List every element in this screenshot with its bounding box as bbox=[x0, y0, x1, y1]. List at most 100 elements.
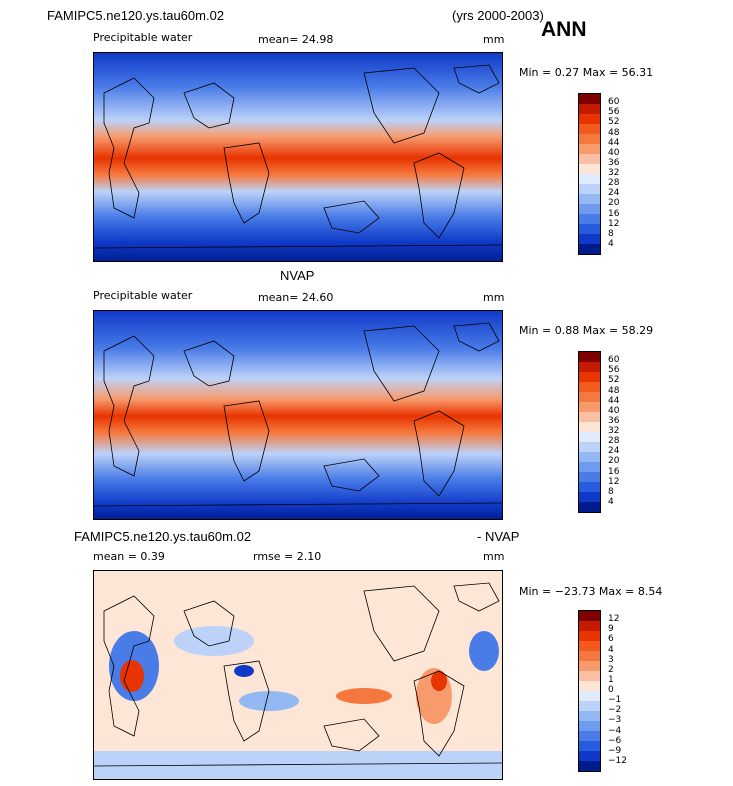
colorbar-tick-label: 32 bbox=[608, 426, 620, 436]
colorbar-tick-label: 36 bbox=[608, 415, 620, 426]
colorbar-swatch bbox=[579, 124, 600, 135]
colorbar-swatch bbox=[579, 731, 600, 742]
colorbar-swatch bbox=[579, 492, 600, 503]
panel2-minmax: Min = 0.88 Max = 58.29 bbox=[519, 324, 654, 337]
colorbar-swatch bbox=[579, 234, 600, 245]
panel2-field-plot bbox=[94, 311, 502, 519]
colorbar-swatch bbox=[579, 462, 600, 473]
colorbar-swatch bbox=[579, 661, 600, 672]
colorbar-swatch bbox=[579, 184, 600, 195]
colorbar-swatch bbox=[579, 244, 600, 254]
colorbar-tick-label: 60 bbox=[608, 355, 620, 366]
colorbar-tick-label: 12 bbox=[608, 614, 620, 625]
panel1-colorbar bbox=[578, 93, 601, 255]
colorbar-swatch bbox=[579, 711, 600, 722]
colorbar-tick-label: 16 bbox=[608, 466, 620, 477]
colorbar-swatch bbox=[579, 204, 600, 215]
colorbar-tick-label: 40 bbox=[608, 405, 620, 416]
colorbar-tick-label: 28 bbox=[608, 178, 620, 189]
colorbar-tick-label: 32 bbox=[608, 168, 620, 178]
colorbar-swatch bbox=[579, 104, 600, 115]
colorbar-tick-label: 40 bbox=[608, 147, 620, 158]
panel2-colorbar-swatches bbox=[579, 352, 600, 512]
colorbar-swatch bbox=[579, 671, 600, 682]
colorbar-swatch bbox=[579, 502, 600, 512]
colorbar-tick-label: −3 bbox=[608, 715, 622, 726]
colorbar-swatch bbox=[579, 482, 600, 493]
panel1-map bbox=[93, 52, 503, 262]
colorbar-swatch bbox=[579, 372, 600, 383]
panel3-minmax: Min = −23.73 Max = 8.54 bbox=[519, 585, 663, 598]
colorbar-swatch bbox=[579, 194, 600, 205]
colorbar-swatch bbox=[579, 402, 600, 413]
colorbar-swatch bbox=[579, 144, 600, 155]
colorbar-tick-label: 56 bbox=[608, 365, 620, 376]
colorbar-swatch bbox=[579, 472, 600, 483]
colorbar-swatch bbox=[579, 741, 600, 752]
panel2-mean: mean= 24.60 bbox=[258, 291, 334, 304]
colorbar-swatch bbox=[579, 631, 600, 642]
colorbar-tick-label: 20 bbox=[608, 198, 620, 209]
panel1-minmax: Min = 0.27 Max = 56.31 bbox=[519, 66, 654, 79]
colorbar-tick-label: −2 bbox=[608, 705, 622, 716]
colorbar-tick-label: 6 bbox=[608, 634, 614, 645]
colorbar-tick-label: 16 bbox=[608, 208, 620, 219]
colorbar-swatch bbox=[579, 681, 600, 692]
panel3-colorbar-swatches bbox=[579, 611, 600, 771]
colorbar-swatch bbox=[579, 422, 600, 433]
panel2-continents bbox=[94, 322, 502, 507]
colorbar-swatch bbox=[579, 392, 600, 403]
colorbar-tick-label: 12 bbox=[608, 476, 620, 487]
colorbar-tick-label: 44 bbox=[608, 137, 620, 148]
colorbar-tick-label: 44 bbox=[608, 395, 620, 406]
colorbar-tick-label: 4 bbox=[608, 496, 614, 507]
panel3-title-right: - NVAP bbox=[477, 529, 520, 544]
colorbar-swatch bbox=[579, 174, 600, 185]
colorbar-swatch bbox=[579, 214, 600, 225]
colorbar-tick-label: 12 bbox=[608, 218, 620, 229]
colorbar-tick-label: 24 bbox=[608, 188, 620, 199]
colorbar-swatch bbox=[579, 94, 600, 105]
panel2-field: Precipitable water bbox=[93, 289, 193, 302]
colorbar-tick-label: 52 bbox=[608, 375, 620, 386]
panel1-field: Precipitable water bbox=[93, 31, 193, 44]
colorbar-tick-label: 36 bbox=[608, 157, 620, 168]
colorbar-swatch bbox=[579, 432, 600, 443]
colorbar-tick-label: 48 bbox=[608, 385, 620, 396]
colorbar-tick-label: −1 bbox=[608, 695, 622, 706]
season-label: ANN bbox=[541, 18, 587, 41]
colorbar-swatch bbox=[579, 382, 600, 393]
colorbar-swatch bbox=[579, 761, 600, 771]
colorbar-tick-label: 4 bbox=[608, 238, 614, 249]
colorbar-swatch bbox=[579, 114, 600, 125]
colorbar-swatch bbox=[579, 691, 600, 702]
colorbar-tick-label: 52 bbox=[608, 117, 620, 128]
panel1-units: mm bbox=[483, 33, 505, 46]
colorbar-tick-label: 20 bbox=[608, 456, 620, 467]
colorbar-tick-label: 4 bbox=[608, 644, 614, 655]
colorbar-tick-label: 1 bbox=[608, 674, 614, 685]
panel2-title: NVAP bbox=[280, 268, 315, 283]
colorbar-tick-label: −12 bbox=[608, 755, 627, 766]
panel1-field-plot bbox=[94, 53, 502, 261]
colorbar-swatch bbox=[579, 164, 600, 175]
colorbar-tick-label: 48 bbox=[608, 127, 620, 138]
panel2-colorbar bbox=[578, 351, 601, 513]
colorbar-tick-label: 2 bbox=[608, 664, 614, 675]
colorbar-swatch bbox=[579, 352, 600, 363]
colorbar-tick-label: 28 bbox=[608, 436, 620, 447]
panel3-map bbox=[93, 570, 503, 780]
colorbar-swatch bbox=[579, 362, 600, 373]
colorbar-tick-label: −9 bbox=[608, 745, 622, 756]
colorbar-tick-label: −6 bbox=[608, 735, 622, 746]
years-label: (yrs 2000-2003) bbox=[452, 8, 544, 23]
colorbar-tick-label: 3 bbox=[608, 654, 614, 665]
colorbar-tick-label: −4 bbox=[608, 725, 622, 736]
colorbar-swatch bbox=[579, 442, 600, 453]
colorbar-swatch bbox=[579, 721, 600, 732]
colorbar-tick-label: 24 bbox=[608, 446, 620, 457]
colorbar-swatch bbox=[579, 651, 600, 662]
panel3-rmse: rmse = 2.10 bbox=[253, 550, 322, 563]
colorbar-swatch bbox=[579, 224, 600, 235]
colorbar-swatch bbox=[579, 134, 600, 145]
